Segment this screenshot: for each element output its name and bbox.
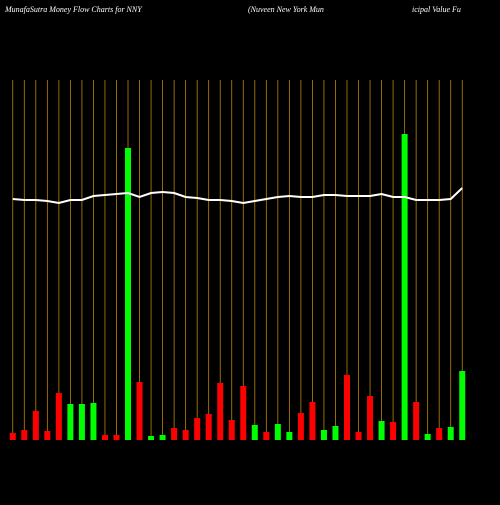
chart-subtitle: (Nuveen New York Mun [248,5,324,14]
bar [240,386,247,440]
bar [194,418,201,440]
bar [44,431,51,440]
line [12,187,463,205]
bar [101,435,108,440]
bar [148,436,155,440]
bar [390,422,397,440]
bar [113,435,120,440]
bar [32,411,39,440]
bar [171,428,178,440]
bar [90,403,97,440]
bar [9,433,16,440]
bar [21,430,28,440]
bar [55,393,62,440]
bar [332,426,339,440]
bar [401,134,408,440]
bar [447,427,454,440]
bar [182,430,189,440]
bar [297,413,304,440]
bar [320,430,327,440]
bar [459,371,466,440]
bar [309,402,316,440]
bar [343,375,350,440]
bar [355,432,362,440]
bar [413,402,420,440]
bar [205,414,212,440]
bar [436,428,443,440]
bar [67,404,74,440]
bar [286,432,293,440]
bar [367,396,374,440]
bar [228,420,235,440]
bar [217,383,224,440]
bar [251,425,258,440]
bar [125,148,132,440]
bar [424,434,431,440]
bar [78,404,85,440]
bar [263,432,270,440]
bar [274,424,281,440]
chart-subtitle: icipal Value Fu [412,5,461,14]
bar [136,382,143,440]
chart-title: MunafaSutra Money Flow Charts for NNY [4,5,143,14]
bar [378,421,385,440]
bar [159,435,166,440]
